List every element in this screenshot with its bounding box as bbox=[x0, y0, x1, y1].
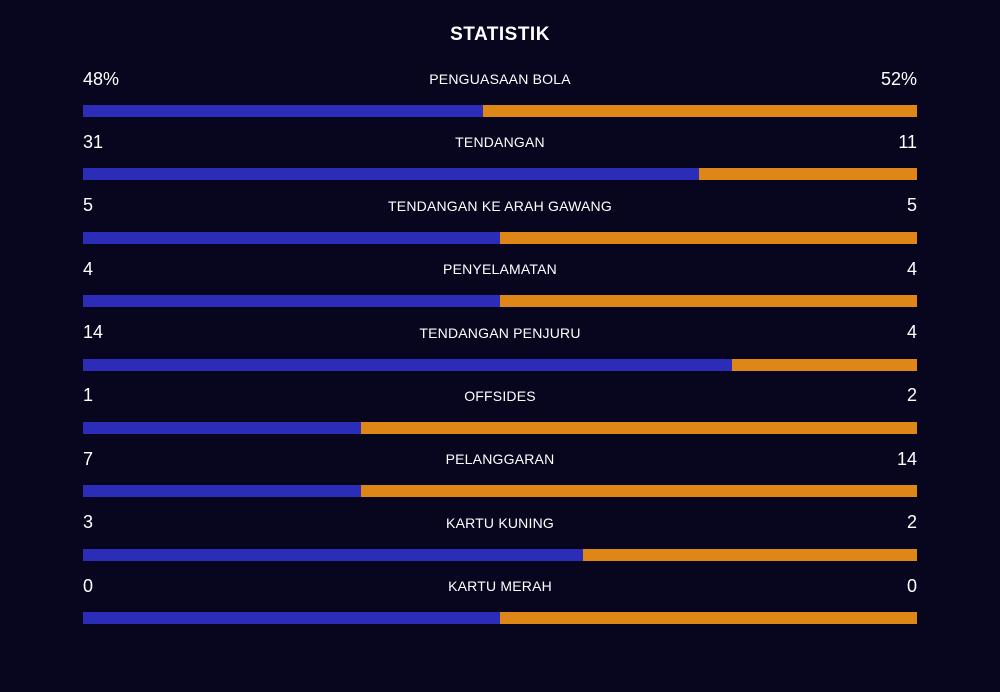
stat-label: PENYELAMATAN bbox=[443, 261, 557, 278]
away-value: 4 bbox=[906, 322, 917, 343]
home-value: 3 bbox=[83, 512, 94, 533]
away-value: 11 bbox=[898, 131, 917, 152]
home-bar-fill bbox=[83, 612, 500, 625]
stat-row-offsides: 1 OFFSIDES 2 bbox=[83, 375, 917, 438]
away-value: 2 bbox=[906, 385, 917, 406]
comparison-bar bbox=[83, 548, 917, 561]
away-bar-fill bbox=[583, 548, 917, 561]
home-bar-fill bbox=[83, 548, 584, 561]
comparison-bar bbox=[83, 612, 917, 625]
stat-row-possession: 48% PENGUASAAN BOLA 52% bbox=[83, 58, 917, 121]
home-bar-fill bbox=[83, 105, 484, 117]
home-value: 48% bbox=[83, 68, 120, 89]
away-value: 0 bbox=[906, 575, 917, 596]
stat-row-saves: 4 PENYELAMATAN 4 bbox=[83, 248, 917, 311]
away-bar-fill bbox=[698, 168, 917, 181]
away-bar-fill bbox=[500, 231, 917, 244]
away-value: 2 bbox=[906, 512, 917, 533]
home-value: 7 bbox=[83, 448, 94, 469]
home-bar-fill bbox=[83, 358, 732, 371]
comparison-bar bbox=[83, 358, 917, 371]
stat-row-corners: 14 TENDANGAN PENJURU 4 bbox=[83, 312, 917, 375]
stat-row-fouls: 7 PELANGGARAN 14 bbox=[83, 438, 917, 501]
away-value: 52% bbox=[880, 68, 917, 89]
away-value: 4 bbox=[906, 258, 917, 279]
stat-row-shots-on-target: 5 TENDANGAN KE ARAH GAWANG 5 bbox=[83, 185, 917, 248]
panel-title: STATISTIK bbox=[450, 24, 550, 45]
stats-list: 48% PENGUASAAN BOLA 52% 31 TENDANGAN 11 bbox=[83, 58, 917, 629]
away-bar-fill bbox=[731, 358, 917, 371]
stat-label: TENDANGAN bbox=[455, 134, 545, 151]
home-value: 14 bbox=[83, 322, 104, 343]
stat-label: TENDANGAN PENJURU bbox=[419, 324, 581, 341]
comparison-bar bbox=[83, 295, 917, 308]
home-bar-fill bbox=[83, 168, 699, 181]
away-bar-fill bbox=[360, 485, 917, 498]
stat-label: TENDANGAN KE ARAH GAWANG bbox=[388, 197, 612, 214]
comparison-bar bbox=[83, 421, 917, 434]
home-bar-fill bbox=[83, 421, 361, 434]
home-value: 0 bbox=[83, 575, 94, 596]
home-value: 4 bbox=[83, 258, 94, 279]
away-value: 14 bbox=[896, 448, 917, 469]
home-bar-fill bbox=[83, 485, 361, 498]
comparison-bar bbox=[83, 105, 917, 117]
home-value: 5 bbox=[83, 195, 94, 216]
stat-label: OFFSIDES bbox=[464, 387, 536, 404]
stat-row-yellow-cards: 3 KARTU KUNING 2 bbox=[83, 502, 917, 565]
comparison-bar bbox=[83, 485, 917, 498]
stat-label: KARTU MERAH bbox=[448, 578, 552, 595]
away-bar-fill bbox=[500, 612, 917, 625]
home-value: 31 bbox=[83, 131, 104, 152]
stat-row-red-cards: 0 KARTU MERAH 0 bbox=[83, 565, 917, 628]
stat-label: PELANGGARAN bbox=[445, 451, 555, 468]
stat-row-shots: 31 TENDANGAN 11 bbox=[83, 121, 917, 184]
stat-label: KARTU KUNING bbox=[446, 514, 554, 531]
comparison-bar bbox=[83, 168, 917, 181]
home-value: 1 bbox=[83, 385, 94, 406]
home-bar-fill bbox=[83, 295, 500, 308]
stat-label: PENGUASAAN BOLA bbox=[429, 71, 571, 87]
home-bar-fill bbox=[83, 231, 500, 244]
comparison-bar bbox=[83, 231, 917, 244]
away-bar-fill bbox=[500, 295, 917, 308]
away-value: 5 bbox=[906, 195, 917, 216]
away-bar-fill bbox=[360, 421, 917, 434]
away-bar-fill bbox=[483, 105, 917, 117]
